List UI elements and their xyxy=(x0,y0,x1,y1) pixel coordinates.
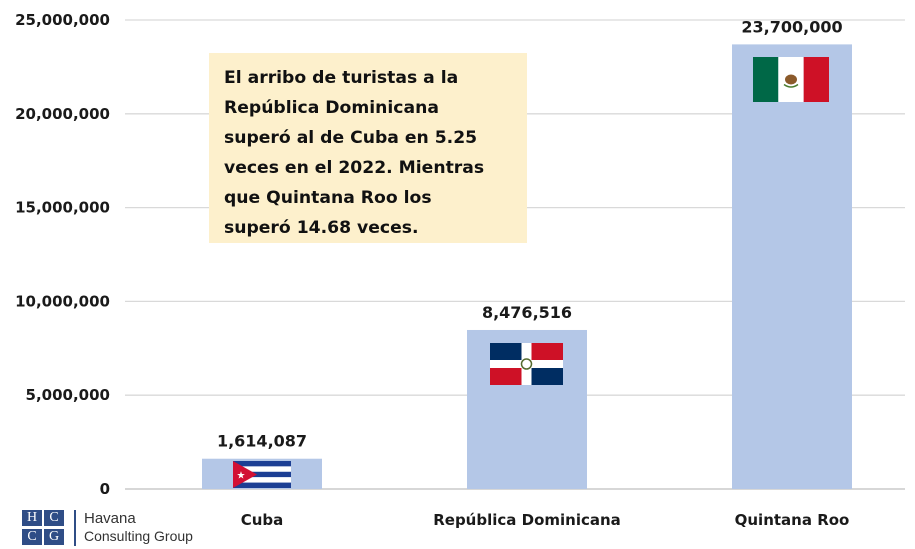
logo-letter: G xyxy=(44,529,64,545)
data-label: 1,614,087 xyxy=(217,432,307,451)
annotation-line: veces en el 2022. Mientras xyxy=(224,158,485,178)
y-tick-label: 25,000,000 xyxy=(15,11,110,29)
cuba-flag-icon: ★ xyxy=(233,461,291,488)
mexico-flag-icon xyxy=(753,57,829,102)
annotation-line: que Quintana Roo los xyxy=(224,188,432,208)
havana-consulting-group-logo: H C C G Havana Consulting Group xyxy=(22,508,222,548)
logo-letter: C xyxy=(44,510,64,526)
data-labels: 1,614,087 8,476,516 23,700,000 xyxy=(217,17,843,450)
flags: ★ xyxy=(233,57,829,488)
category-label: República Dominicana xyxy=(433,511,621,529)
logo-letter: H xyxy=(22,510,42,526)
y-tick-label: 15,000,000 xyxy=(15,199,110,217)
logo-mark: H C C G xyxy=(22,508,70,548)
svg-text:★: ★ xyxy=(237,471,246,482)
category-label: Cuba xyxy=(241,511,284,529)
bars xyxy=(202,44,852,489)
x-axis: Cuba República Dominicana Quintana Roo xyxy=(241,511,850,529)
annotation-line: República Dominicana xyxy=(224,98,439,118)
y-tick-label: 10,000,000 xyxy=(15,292,110,310)
y-tick-label: 5,000,000 xyxy=(26,386,110,404)
logo-name: Havana xyxy=(84,510,136,527)
logo-letter: C xyxy=(22,529,42,545)
y-tick-label: 20,000,000 xyxy=(15,105,110,123)
logo-subtitle: Consulting Group xyxy=(84,528,193,544)
bar-2 xyxy=(732,44,852,489)
annotation-line: El arribo de turistas a la xyxy=(224,68,459,88)
category-label: Quintana Roo xyxy=(735,511,850,529)
y-axis: 0 5,000,000 10,000,000 15,000,000 20,000,000… xyxy=(15,11,110,498)
data-label: 23,700,000 xyxy=(741,17,842,36)
y-tick-label: 0 xyxy=(100,480,110,498)
annotation-line: superó al de Cuba en 5.25 xyxy=(224,128,478,148)
annotation-box: El arribo de turistas a la República Dom… xyxy=(209,53,527,243)
dominican-republic-flag-icon xyxy=(490,343,563,385)
annotation-line: superó 14.68 veces. xyxy=(224,218,419,238)
logo-divider xyxy=(74,510,76,546)
data-label: 8,476,516 xyxy=(482,303,572,322)
